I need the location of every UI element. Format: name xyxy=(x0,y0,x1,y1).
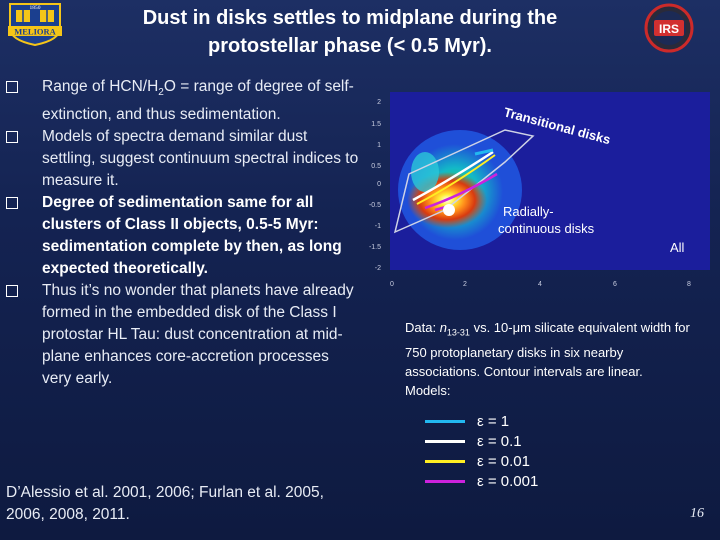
x-tick: 6 xyxy=(613,281,617,288)
bullet-box-icon xyxy=(6,131,18,144)
bullet-text: Degree of sedimentation same for all clu… xyxy=(42,194,342,278)
x-tick: 0 xyxy=(390,281,394,288)
y-tick: -1.5 xyxy=(369,244,381,251)
y-tick: -2 xyxy=(375,265,381,272)
slide-title: Dust in disks settles to midplane during… xyxy=(80,4,620,60)
logo-motto: MELIORA xyxy=(14,27,56,37)
bullet-box-icon xyxy=(6,81,18,93)
legend-label: ε = 0.001 xyxy=(477,473,539,490)
legend-row: ε = 0.1 xyxy=(425,432,625,452)
bullet-text-pre: Range of HCN/H xyxy=(42,78,159,95)
radially-label: Radially- xyxy=(503,204,554,219)
caption-n-subscript: 13-31 xyxy=(446,327,470,338)
title-line-1: Dust in disks settles to midplane during… xyxy=(142,7,558,29)
y-tick: -1 xyxy=(375,223,381,230)
title-line-2: protostellar phase (< 0.5 Myr). xyxy=(208,35,492,57)
bullet-text: Thus it’s no wonder that planets have al… xyxy=(42,282,354,388)
model-legend: ε = 1 ε = 0.1 ε = 0.01 ε = 0.001 xyxy=(425,412,625,492)
legend-line xyxy=(425,460,465,463)
x-tick: 4 xyxy=(538,281,542,288)
continuous-label: continuous disks xyxy=(498,221,595,236)
caption-pre: Data: xyxy=(405,320,440,335)
y-tick: -0.5 xyxy=(369,202,381,209)
plot-caption: Data: n13-31 vs. 10-μm silicate equivale… xyxy=(405,318,695,400)
bullet-item: Models of spectra demand similar dust se… xyxy=(6,126,361,192)
legend-line xyxy=(425,420,465,423)
irs-logo-text: IRS xyxy=(659,22,679,36)
all-label: All xyxy=(670,240,685,255)
y-tick: 2 xyxy=(377,99,381,106)
x-tick: 8 xyxy=(687,281,691,288)
reference-text: D’Alessio et al. 2001, 2006; Furlan et a… xyxy=(6,484,324,523)
x-tick: 2 xyxy=(463,281,467,288)
bullet-box-icon xyxy=(6,285,18,298)
legend-line xyxy=(425,440,465,443)
y-tick: 1.5 xyxy=(371,121,381,128)
bullet-text: Models of spectra demand similar dust se… xyxy=(42,128,359,190)
caption-n-symbol: n xyxy=(439,320,447,335)
bullet-subscript: 2 xyxy=(158,87,164,99)
university-logo: MELIORA 1850 xyxy=(4,2,66,47)
bullet-list: Range of HCN/H2O = range of degree of se… xyxy=(6,76,361,390)
models-label: Models: xyxy=(405,382,451,398)
y-tick: 1 xyxy=(377,142,381,149)
bullet-text-post: O = range of degree of self-extinction, … xyxy=(42,78,354,124)
contour-plot: 2 1.5 1 0.5 0 -0.5 -1 -1.5 -2 0 2 4 6 8 … xyxy=(365,92,710,292)
legend-label: ε = 1 xyxy=(477,413,510,430)
bullet-box-icon xyxy=(6,197,18,210)
y-tick: 0.5 xyxy=(371,163,381,170)
bullet-item: Thus it’s no wonder that planets have al… xyxy=(6,280,361,390)
logo-year: 1850 xyxy=(30,5,41,11)
page-number: 16 xyxy=(690,506,704,521)
bullet-item: Degree of sedimentation same for all clu… xyxy=(6,192,361,280)
irs-logo: IRS xyxy=(640,3,698,53)
bullet-item: Range of HCN/H2O = range of degree of se… xyxy=(6,76,361,126)
legend-label: ε = 0.1 xyxy=(477,433,522,450)
caption-post: vs. 10-μm silicate equivalent width for … xyxy=(405,320,690,379)
legend-row: ε = 0.001 xyxy=(425,472,625,492)
legend-row: ε = 1 xyxy=(425,412,625,432)
y-tick: 0 xyxy=(377,181,381,188)
legend-label: ε = 0.01 xyxy=(477,453,530,470)
legend-row: ε = 0.01 xyxy=(425,452,625,472)
legend-line xyxy=(425,480,465,483)
